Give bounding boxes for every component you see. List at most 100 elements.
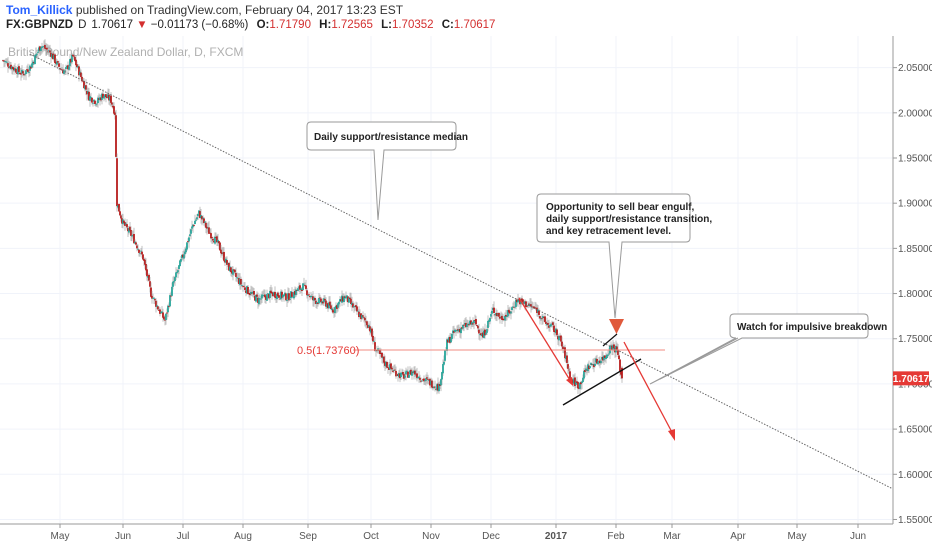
- candle-body: [288, 293, 290, 301]
- candle-body: [96, 103, 98, 105]
- triangle-resistance-line[interactable]: [602, 333, 618, 347]
- symbol-label[interactable]: FX:GBPNZD: [6, 19, 74, 31]
- candle-body: [274, 291, 276, 298]
- candle-body: [268, 294, 270, 299]
- candle-body: [414, 370, 416, 375]
- candle-body: [601, 356, 603, 360]
- candle-body: [134, 241, 136, 244]
- candle-body: [384, 361, 386, 366]
- candle-body: [543, 317, 545, 318]
- candle-body: [470, 320, 472, 325]
- candle-body: [336, 305, 338, 309]
- candle-body: [439, 384, 441, 387]
- price-axis[interactable]: 2.05000 2.00000 1.95000 1.90000 1.85000 1.800…: [892, 36, 932, 526]
- candle-body: [396, 374, 398, 376]
- candle-body: [316, 301, 318, 304]
- candle-body: [432, 386, 434, 388]
- candle-body: [390, 363, 392, 369]
- candle-body: [304, 285, 306, 286]
- candle-body: [444, 350, 446, 361]
- candle-body: [451, 333, 453, 339]
- callout-median-text: Daily support/resistance median: [314, 132, 468, 143]
- candle-body: [400, 372, 402, 378]
- candle-body: [21, 69, 23, 74]
- price-chart[interactable]: British Pound/New Zealand Dollar, D, FXC…: [0, 36, 932, 550]
- candle-body: [193, 225, 195, 226]
- candle-body: [161, 311, 163, 314]
- candle-body: [329, 301, 331, 306]
- candle-body: [206, 226, 208, 229]
- x-tick-label: May: [51, 531, 70, 542]
- projection-arrow-line: [623, 341, 675, 437]
- candle-body: [67, 65, 69, 70]
- candle-body: [222, 252, 224, 254]
- triangle-support-line[interactable]: [562, 358, 642, 406]
- chart-watermark: British Pound/New Zealand Dollar, D, FXC…: [8, 45, 243, 59]
- candle-body: [22, 71, 24, 74]
- candle-body: [18, 66, 20, 72]
- candle-body: [371, 328, 373, 337]
- candle-body: [347, 296, 349, 303]
- candle-body: [187, 241, 189, 243]
- candle-body: [212, 239, 214, 241]
- candle-body: [497, 314, 499, 316]
- candle-body: [567, 364, 569, 369]
- candle-body: [263, 294, 265, 296]
- candle-body: [348, 297, 350, 303]
- candle-body: [121, 218, 123, 224]
- candle-body: [163, 316, 165, 320]
- candle-body: [239, 279, 241, 285]
- candle-body: [370, 329, 372, 333]
- candle-body: [68, 66, 70, 70]
- candle-body: [158, 310, 160, 311]
- time-axis[interactable]: May Jun Jul Aug Sep Oct Nov Dec 2017 Feb Mar Apr May…: [0, 523, 893, 542]
- chart-grid: [0, 36, 893, 524]
- candle-body: [110, 95, 112, 103]
- candle-body: [111, 102, 113, 105]
- candle-body: [125, 223, 127, 225]
- candle-body: [434, 386, 436, 388]
- candle-body: [115, 115, 117, 157]
- candle-body: [386, 361, 388, 368]
- candle-body: [436, 384, 438, 391]
- candle-body: [62, 69, 64, 74]
- candle-body: [442, 364, 444, 374]
- candle-body: [204, 221, 206, 223]
- open-value: 1.71790: [269, 19, 311, 31]
- candle-body: [28, 71, 30, 73]
- candle-body: [55, 61, 57, 64]
- candle-body: [459, 328, 461, 333]
- candle-body: [461, 327, 463, 329]
- candle-body: [262, 295, 264, 297]
- callout-breakdown-text: Watch for impulsive breakdown: [737, 322, 887, 333]
- candle-body: [324, 298, 326, 301]
- candle-body: [3, 60, 5, 62]
- candle-body: [65, 67, 67, 70]
- candle-body: [575, 381, 577, 385]
- candle-body: [255, 294, 257, 302]
- candle-body: [585, 368, 587, 371]
- candle-body: [549, 325, 551, 327]
- y-tick-label: 1.80000: [898, 289, 932, 300]
- candle-body: [249, 293, 251, 296]
- change-value: −0.01173 (−0.68%): [150, 19, 249, 31]
- candle-body: [530, 304, 532, 307]
- candle-body: [276, 293, 278, 300]
- candle-body: [533, 306, 535, 309]
- interval-label[interactable]: D: [78, 19, 87, 31]
- candle-body: [551, 323, 553, 325]
- support-resistance-trendline[interactable]: [29, 53, 894, 490]
- candle-body: [233, 269, 235, 271]
- candle-body: [277, 292, 279, 297]
- candle-body: [397, 374, 399, 376]
- candle-body: [605, 356, 607, 360]
- candle-body: [73, 55, 75, 57]
- candle-body: [594, 363, 596, 366]
- author-link[interactable]: Tom_Killick: [6, 3, 73, 17]
- candle-body: [167, 305, 169, 313]
- candle-body: [389, 364, 391, 370]
- candle-body: [552, 322, 554, 325]
- candle-body: [299, 285, 301, 290]
- candle-body: [382, 357, 384, 359]
- candle-body: [135, 242, 137, 245]
